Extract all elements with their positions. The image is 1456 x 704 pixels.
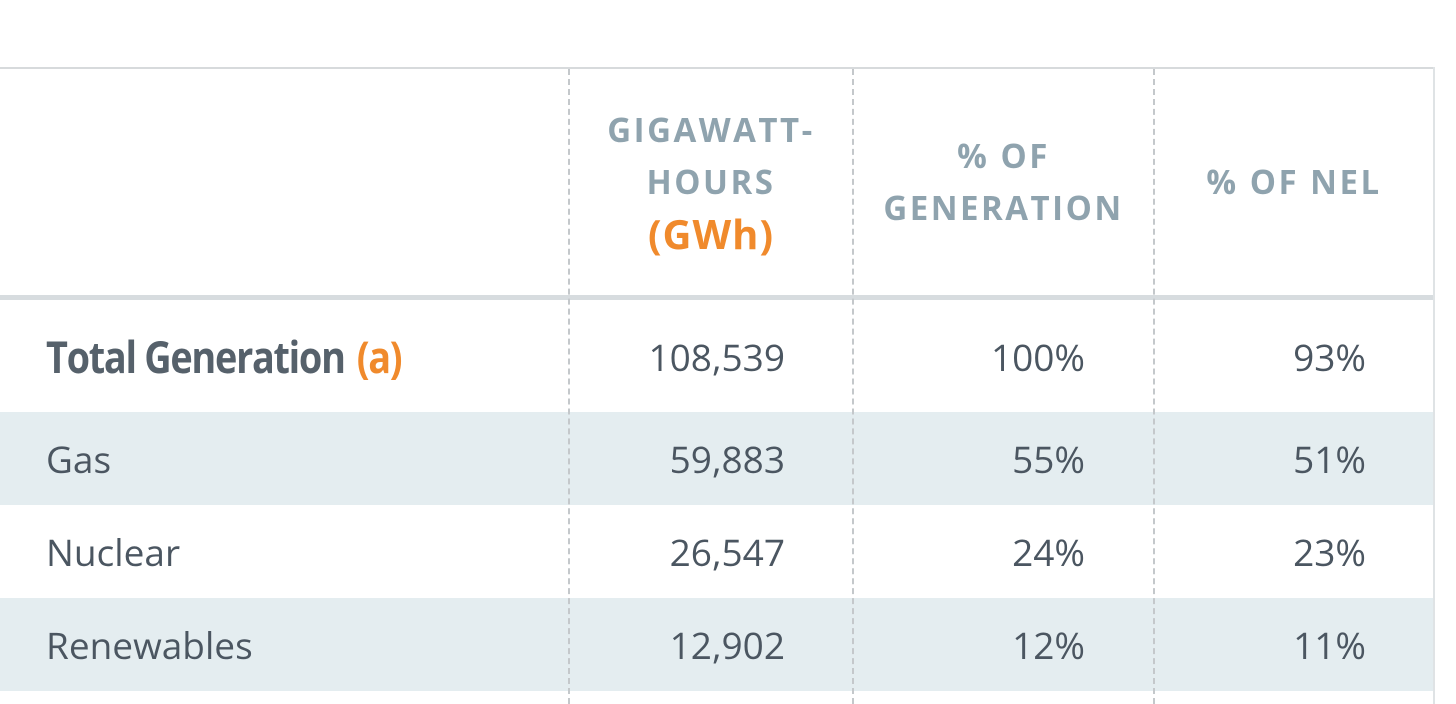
header-cell: GIGAWATT-HOURS (GWh) <box>570 69 852 295</box>
table-row: Nuclear 26,547 24% 23% <box>0 505 1433 598</box>
row-label: Renewables <box>46 619 253 670</box>
cell-value: 23% <box>1293 526 1366 577</box>
cell-value: 51% <box>1293 433 1366 484</box>
cell-value: 55% <box>1012 433 1085 484</box>
header-label: % OF NEL <box>1206 159 1382 204</box>
cell-value: 59,883 <box>669 433 785 484</box>
table-row: Renewables 12,902 12% 11% <box>0 598 1433 691</box>
row-label: Nuclear <box>46 526 181 577</box>
cell-value: 93% <box>1293 330 1366 382</box>
cell-value: 108,539 <box>648 330 785 382</box>
row-label: Gas <box>46 433 112 484</box>
cell-value: 12,902 <box>669 619 785 670</box>
header-label: GIGAWATT-HOURS <box>607 107 815 204</box>
column-divider <box>852 69 854 704</box>
header-unit: (GWh) <box>647 206 775 261</box>
header-label: % OF GENERATION <box>883 133 1124 230</box>
header-text: GIGAWATT-HOURS (GWh) <box>591 104 831 260</box>
footnote-marker: (a) <box>356 326 403 386</box>
header-border <box>0 295 1433 300</box>
header-cell: % OF NEL <box>1155 69 1433 295</box>
cell-value: 24% <box>1012 526 1085 577</box>
header-cell: % OF GENERATION <box>854 69 1153 295</box>
column-divider <box>568 69 570 704</box>
row-label-text: Total Generation <box>46 326 346 386</box>
cell-value: 11% <box>1293 619 1366 670</box>
table-row: Gas 59,883 55% 51% <box>0 412 1433 505</box>
table-right-border <box>1433 67 1435 704</box>
column-divider <box>1153 69 1155 704</box>
row-label: Total Generation (a) <box>46 300 403 412</box>
cell-value: 26,547 <box>669 526 785 577</box>
table-top-border <box>0 67 1433 69</box>
table-row: Total Generation (a) 108,539 100% 93% <box>0 300 1433 412</box>
cell-value: 12% <box>1012 619 1085 670</box>
cell-value: 100% <box>990 330 1085 382</box>
